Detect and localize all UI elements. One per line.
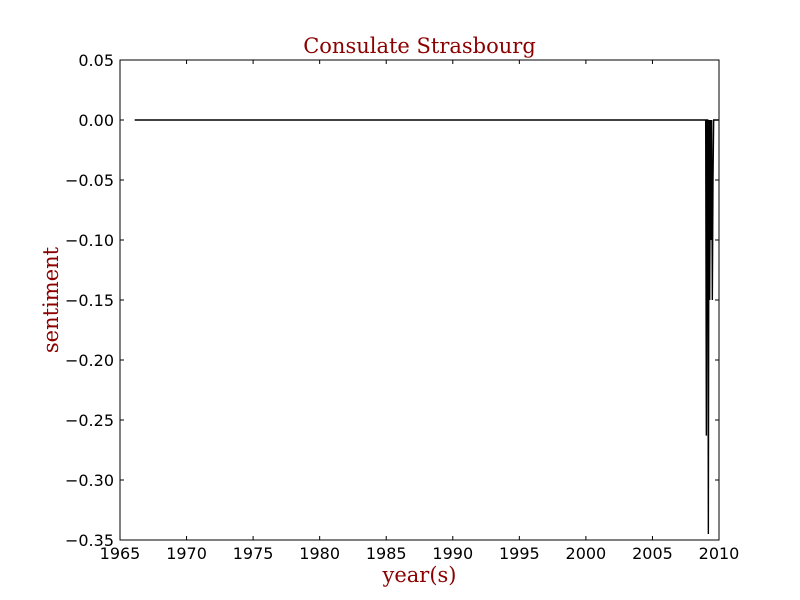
tick-layer: 1965 1970 1975 1980 1985 1990 1995 2000 2005 2010… (65, 51, 739, 563)
series-line (134, 119, 719, 535)
x-tick-label: 1970 (166, 544, 207, 563)
y-tick-label: −0.05 (65, 171, 114, 190)
y-tick-label: −0.25 (65, 411, 114, 430)
chart-title: Consulate Strasbourg (303, 34, 536, 58)
x-tick-label: 1985 (366, 544, 407, 563)
y-tick-label: −0.30 (65, 471, 114, 490)
x-tick-label: 1980 (299, 544, 340, 563)
x-tick-label: 2005 (632, 544, 673, 563)
x-tick-label: 2010 (699, 544, 740, 563)
y-tick-label: −0.35 (65, 531, 114, 550)
line-layer (134, 119, 719, 535)
x-tick-label: 1965 (100, 544, 141, 563)
x-tick-label: 1975 (233, 544, 274, 563)
x-tick-label: 2000 (566, 544, 607, 563)
y-tick-label: 0.05 (78, 51, 114, 70)
plot-frame (119, 59, 720, 541)
y-tick-label: −0.15 (65, 291, 114, 310)
x-axis-label: year(s) (381, 563, 456, 587)
y-axis-label: sentiment (39, 246, 63, 353)
x-tick-label: 1990 (432, 544, 473, 563)
y-tick-label: −0.10 (65, 231, 114, 250)
x-tick-label: 1995 (499, 544, 540, 563)
y-tick-label: −0.20 (65, 351, 114, 370)
y-tick-label: 0.00 (78, 111, 114, 130)
